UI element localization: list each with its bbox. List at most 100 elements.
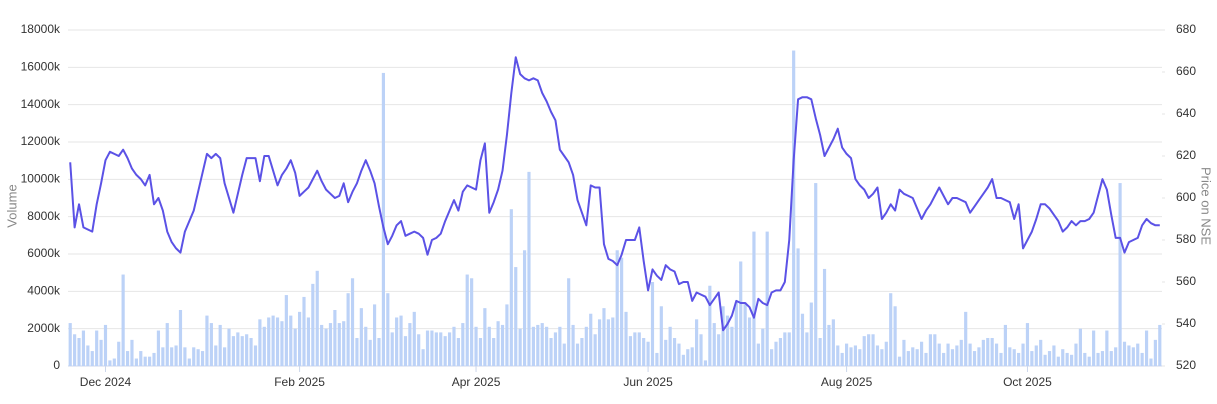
volume-bar <box>968 343 972 366</box>
volume-bar <box>620 257 624 366</box>
volume-bar <box>337 323 341 366</box>
volume-bar <box>439 332 443 366</box>
volume-bar <box>121 274 125 366</box>
volume-bar <box>253 345 258 366</box>
volume-bar <box>509 209 513 366</box>
volume-bar <box>95 330 99 366</box>
volume-bar <box>108 360 112 366</box>
y-tick-label: 6000k <box>27 246 61 260</box>
volume-bar <box>721 306 725 366</box>
volume-bar <box>686 349 690 366</box>
volume-bar <box>893 306 897 366</box>
volume-bar <box>990 338 994 366</box>
volume-bar <box>306 317 311 366</box>
volume-bar <box>655 352 659 366</box>
volume-bar <box>390 332 394 366</box>
volume-bar <box>156 330 161 366</box>
volume-bar <box>1025 323 1030 366</box>
y2-axis-title: Price on NSE <box>1199 167 1214 245</box>
y2-tick-label: 520 <box>1176 358 1196 372</box>
volume-bar <box>192 347 196 366</box>
volume-bar <box>562 343 566 366</box>
volume-bar <box>897 356 902 366</box>
y2-tick-label: 660 <box>1176 64 1196 78</box>
volume-bar <box>456 338 460 366</box>
volume-bar <box>703 360 708 366</box>
y2-tick-label: 600 <box>1176 190 1196 204</box>
volume-bar <box>540 323 544 366</box>
x-tick-label: Feb 2025 <box>274 375 325 389</box>
volume-bar <box>1047 351 1052 366</box>
volume-bar <box>90 351 94 366</box>
volume-bar <box>275 317 280 366</box>
volume-bar <box>765 231 769 366</box>
y-axis-title: Volume <box>4 184 19 227</box>
volume-bar <box>496 321 500 366</box>
y-tick-label: 0 <box>53 358 60 372</box>
volume-bar <box>756 343 760 366</box>
volume-bar <box>1008 347 1012 366</box>
volume-bar <box>333 310 337 366</box>
volume-bar <box>377 338 381 366</box>
volume-bar <box>747 317 752 366</box>
volume-bar <box>223 347 227 366</box>
price-line <box>69 56 1160 332</box>
volume-bar <box>1105 330 1109 366</box>
volume-bar <box>942 352 946 366</box>
volume-bar <box>884 341 888 366</box>
volume-bar <box>624 311 628 366</box>
volume-bar <box>1144 330 1149 366</box>
volume-bar <box>227 328 231 366</box>
volume-bar <box>1131 347 1135 366</box>
volume-bar <box>712 323 716 366</box>
volume-bar <box>867 334 871 366</box>
volume-bar <box>584 326 588 366</box>
volume-bar <box>1074 343 1078 366</box>
volume-bar <box>642 338 646 366</box>
volume-bar <box>280 321 284 366</box>
volume-bar <box>465 274 469 366</box>
volume-bar <box>1114 347 1118 366</box>
volume-bar <box>787 332 791 366</box>
volume-bar <box>1153 339 1157 366</box>
volume-bar <box>143 356 147 366</box>
volume-bar <box>615 250 619 366</box>
volume-bar <box>73 334 77 366</box>
volume-bar <box>403 336 408 366</box>
volume-bar <box>946 343 950 366</box>
volume-bar <box>1127 345 1131 366</box>
volume-bar <box>853 345 858 366</box>
volume-bar <box>575 343 580 366</box>
volume-bar <box>977 347 981 366</box>
volume-bar <box>474 326 478 366</box>
volume-bar <box>470 278 474 366</box>
volume-bar <box>267 317 271 366</box>
volume-bar <box>717 334 721 366</box>
volume-bar <box>545 326 549 366</box>
volume-bar <box>531 326 535 366</box>
volume-bar <box>522 250 527 366</box>
volume-bar <box>1034 345 1038 366</box>
y-tick-label: 8000k <box>27 209 61 223</box>
volume-bar <box>505 304 509 366</box>
volume-bar <box>708 285 712 366</box>
volume-bar <box>1149 358 1153 366</box>
volume-bar <box>650 282 655 366</box>
volume-bar <box>364 326 368 366</box>
volume-bar <box>602 308 606 366</box>
volume-bar <box>372 304 377 366</box>
volume-bar <box>178 310 183 366</box>
volume-bar <box>293 328 297 366</box>
volume-bar <box>1087 356 1091 366</box>
volume-bar <box>355 338 359 366</box>
volume-bar <box>1158 324 1162 366</box>
volume-bar <box>858 349 862 366</box>
volume-bar <box>734 302 738 366</box>
volume-bar <box>672 338 677 366</box>
volume-bar <box>950 349 955 366</box>
volume-bar <box>483 308 487 366</box>
volume-bar <box>1122 341 1127 366</box>
volume-bar <box>1069 354 1074 366</box>
volume-bar <box>633 332 637 366</box>
